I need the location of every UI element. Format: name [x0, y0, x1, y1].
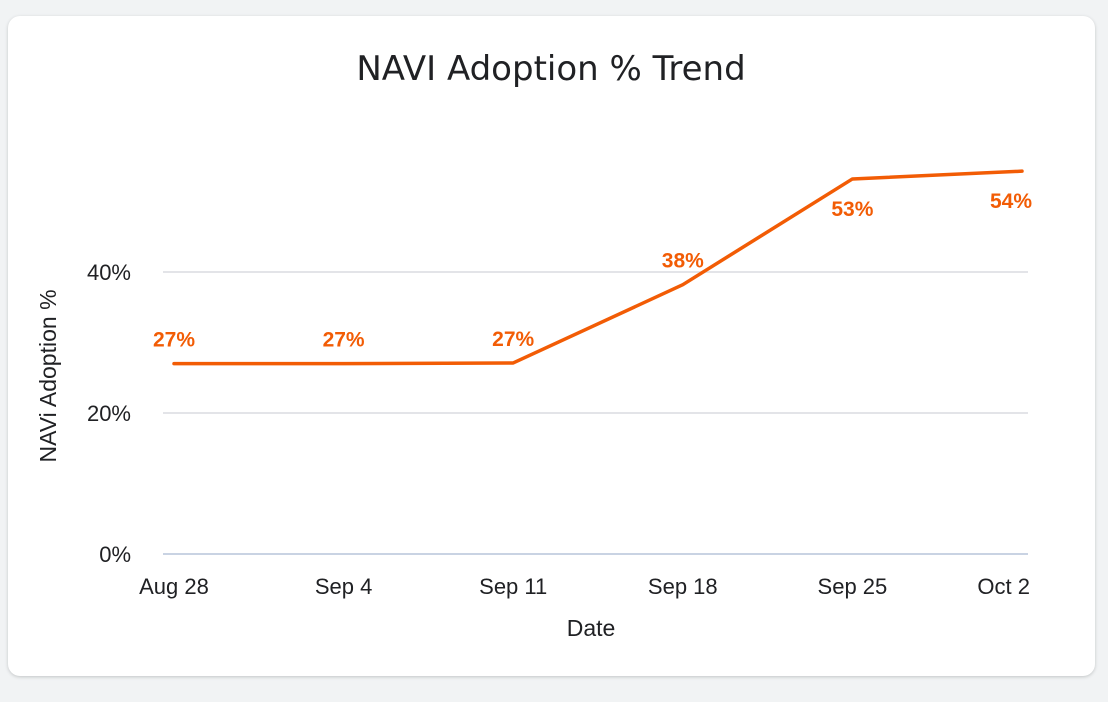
x-tick-label: Sep 25 [818, 574, 888, 599]
x-tick-label: Oct 2 [977, 574, 1030, 599]
x-axis-ticks: Aug 28 Sep 4 Sep 11 Sep 18 Sep 25 Oct 2 [139, 574, 1030, 599]
x-tick-label: Aug 28 [139, 574, 209, 599]
data-label: 27% [153, 329, 195, 352]
x-axis-title: Date [567, 615, 616, 641]
gridlines [163, 271, 1028, 555]
data-label: 54% [990, 190, 1032, 213]
data-label: 53% [831, 198, 873, 221]
y-tick-label: 20% [87, 401, 131, 426]
data-label: 27% [492, 328, 534, 351]
data-label: 27% [323, 329, 365, 352]
data-labels: 27% 27% 27% 38% 53% 54% [153, 190, 1032, 351]
chart-title: NAVI Adoption % Trend [356, 49, 745, 89]
x-tick-label: Sep 4 [315, 574, 373, 599]
series-line [172, 169, 1024, 366]
x-tick-label: Sep 18 [648, 574, 718, 599]
chart-card: NAVI Adoption % Trend 0% 20% 40% Aug 28 Sep… [8, 16, 1095, 676]
y-axis-title: NAVi Adoption % [35, 289, 61, 462]
y-axis-ticks: 0% 20% 40% [87, 260, 131, 567]
y-tick-label: 40% [87, 260, 131, 285]
data-label: 38% [662, 250, 704, 273]
y-tick-label: 0% [99, 542, 131, 567]
series-line-group [172, 169, 1024, 366]
x-tick-label: Sep 11 [479, 574, 547, 599]
line-chart: NAVI Adoption % Trend 0% 20% 40% Aug 28 Sep… [35, 49, 1032, 641]
